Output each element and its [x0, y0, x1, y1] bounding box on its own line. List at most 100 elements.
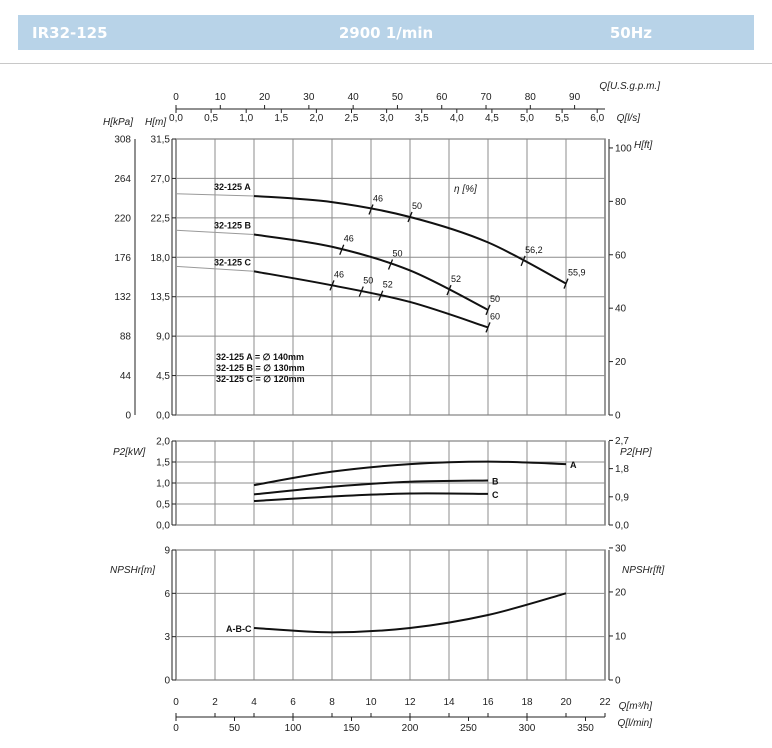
power-curve-label: B — [492, 476, 499, 486]
m3h-tick-label: 10 — [365, 697, 377, 708]
npsh-m-tick-label: 6 — [164, 589, 170, 600]
m3h-tick-label: 2 — [212, 697, 218, 708]
power-curve-2 — [253, 492, 489, 503]
ls-tick-label: 3,5 — [415, 113, 429, 124]
efficiency-tick — [387, 259, 394, 270]
ls-tick-label: 6,0 — [590, 113, 604, 124]
power-kw-axis-label: P2[kW] — [113, 447, 145, 458]
head-kpa-tick-label: 132 — [114, 292, 131, 303]
efficiency-value: 50 — [412, 201, 422, 211]
efficiency-value: 50 — [393, 249, 403, 259]
gpm-tick-label: 60 — [436, 92, 448, 103]
efficiency-value: 50 — [490, 294, 500, 304]
npsh-ft-tick-label: 0 — [615, 676, 621, 687]
power-kw-tick-label: 1,0 — [156, 479, 170, 490]
head-ft-tick-label: 40 — [615, 304, 627, 315]
efficiency-value: 55,9 — [568, 268, 586, 278]
plot-curves — [175, 193, 569, 634]
ls-tick-label: 4,5 — [485, 113, 499, 124]
m3h-tick-label: 14 — [443, 697, 455, 708]
lmin-tick-label: 250 — [460, 723, 477, 734]
head-leadin-0 — [175, 193, 255, 197]
head-ft-axis-label: H[ft] — [634, 140, 653, 151]
npsh-m-tick-label: 9 — [164, 546, 170, 557]
m3h-tick-label: 16 — [482, 697, 494, 708]
m3h-tick-label: 22 — [599, 697, 611, 708]
head-kpa-tick-label: 220 — [114, 213, 131, 224]
efficiency-tick — [329, 280, 335, 291]
m3h-tick-label: 4 — [251, 697, 257, 708]
npsh-curve-label: A-B-C — [226, 624, 252, 634]
npsh-m-axis-label: NPSHr[m] — [110, 565, 155, 576]
ls-tick-label: 0,5 — [204, 113, 218, 124]
npsh-m-tick-label: 0 — [164, 676, 170, 687]
power-curve-label: A — [570, 460, 577, 470]
head-ft-tick-label: 80 — [615, 197, 627, 208]
efficiency-tick — [339, 244, 345, 255]
head-ft-tick-label: 100 — [615, 143, 632, 154]
efficiency-tick — [378, 290, 384, 301]
head-curve-label: 32-125 B — [214, 221, 252, 231]
head-kpa-tick-label: 88 — [120, 332, 132, 343]
header-model: IR32-125 — [32, 24, 108, 42]
head-kpa-tick-label: 308 — [114, 135, 131, 146]
gpm-tick-label: 40 — [348, 92, 360, 103]
lmin-tick-label: 350 — [577, 723, 594, 734]
gpm-tick-label: 20 — [259, 92, 271, 103]
ls-axis-label: Q[l/s] — [617, 113, 641, 124]
ls-tick-label: 1,0 — [239, 113, 253, 124]
head-curve-label: 32-125 C — [214, 257, 252, 267]
npsh-ft-tick-label: 20 — [615, 587, 627, 598]
head-m-tick-label: 4,5 — [156, 371, 170, 382]
lmin-tick-label: 200 — [402, 723, 419, 734]
header-speed: 2900 1/min — [338, 24, 434, 42]
head-curve-label: 32-125 A — [214, 182, 251, 192]
head-m-tick-label: 22,5 — [151, 213, 171, 224]
power-curve-label: C — [492, 490, 499, 500]
head-kpa-axis-label: H[kPa] — [103, 117, 133, 128]
m3h-tick-label: 20 — [560, 697, 572, 708]
efficiency-value: 52 — [383, 280, 393, 290]
power-kw-tick-label: 0,5 — [156, 500, 170, 511]
efficiency-value: 46 — [334, 269, 344, 279]
head-m-tick-label: 0,0 — [156, 411, 170, 422]
head-leadin-2 — [175, 265, 255, 272]
power-curve-0 — [253, 460, 567, 487]
head-legend-entry: 32-125 B = ∅ 130mm — [216, 363, 305, 373]
efficiency-label: η [%] — [454, 184, 477, 195]
plot-axes: 0,004,5449,08813,513218,017622,522027,02… — [103, 81, 664, 734]
ls-tick-label: 0,0 — [169, 113, 183, 124]
power-hp-axis-label: P2[HP] — [620, 447, 652, 458]
efficiency-tick — [563, 278, 569, 289]
power-kw-tick-label: 1,5 — [156, 458, 170, 469]
head-kpa-tick-label: 0 — [125, 411, 131, 422]
efficiency-tick — [520, 255, 526, 267]
power-curve-1 — [253, 479, 489, 496]
m3h-tick-label: 0 — [173, 697, 179, 708]
efficiency-value: 56,2 — [525, 245, 543, 255]
ls-tick-label: 5,5 — [555, 113, 569, 124]
power-hp-tick-label: 1,8 — [615, 464, 629, 475]
head-ft-tick-label: 0 — [615, 411, 621, 422]
efficiency-tick — [358, 286, 364, 297]
head-kpa-tick-label: 44 — [120, 371, 132, 382]
power-kw-tick-label: 2,0 — [156, 437, 170, 448]
efficiency-value: 50 — [363, 276, 373, 286]
gpm-tick-label: 50 — [392, 92, 404, 103]
head-m-tick-label: 31,5 — [151, 135, 171, 146]
ls-tick-label: 3,0 — [380, 113, 394, 124]
npsh-curve-0 — [253, 592, 567, 634]
ls-tick-label: 4,0 — [450, 113, 464, 124]
m3h-axis-label: Q[m³/h] — [619, 701, 653, 712]
efficiency-tick — [368, 204, 374, 215]
head-kpa-tick-label: 176 — [114, 253, 131, 264]
m3h-tick-label: 6 — [290, 697, 296, 708]
head-m-tick-label: 18,0 — [151, 253, 171, 264]
efficiency-tick — [407, 211, 413, 223]
gpm-tick-label: 70 — [480, 92, 492, 103]
lmin-tick-label: 100 — [285, 723, 302, 734]
plot-labels: 32-125 A 46 50 56,2 55,9 32-125 B 46 50 52 50 32-1… — [214, 182, 586, 634]
head-curve-1 — [253, 233, 489, 311]
m3h-tick-label: 8 — [329, 697, 335, 708]
